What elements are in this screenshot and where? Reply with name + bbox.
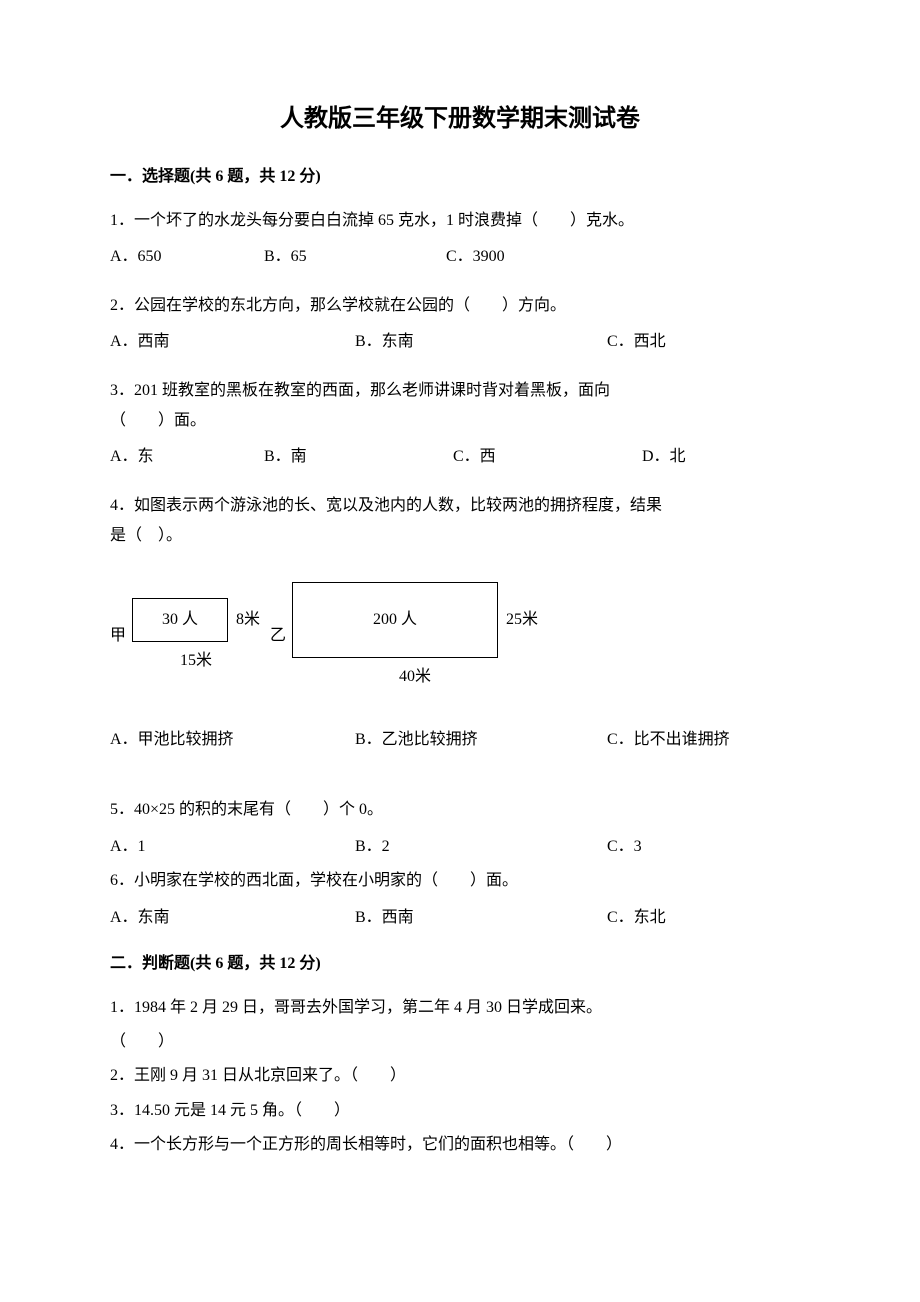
q6-option-b: B．西南 [355,903,607,933]
question-1: 1．一个坏了的水龙头每分要白白流掉 65 克水，1 时浪费掉（ ）克水。 A．6… [110,206,810,273]
q4-option-c: C．比不出谁拥挤 [607,725,730,755]
q2-option-b: B．东南 [355,327,607,357]
q5-text: 5．40×25 的积的末尾有（ ）个 0。 [110,795,810,825]
q3-option-a: A．东 [110,442,264,472]
judge-3: 3．14.50 元是 14 元 5 角。（ ） [110,1096,810,1126]
q3-text-line2: （ ）面。 [110,406,810,436]
q1-text: 1．一个坏了的水龙头每分要白白流掉 65 克水，1 时浪费掉（ ）克水。 [110,206,810,236]
q5-option-a: A．1 [110,832,355,862]
q6-option-c: C．东北 [607,903,666,933]
section1-heading: 一．选择题(共 6 题，共 12 分) [110,164,810,190]
pool-diagram: 甲 30 人 8米 15米 乙 200 人 25米 40米 [110,582,810,690]
pool-b: 乙 200 人 25米 40米 [270,582,538,690]
q4-option-b: B．乙池比较拥挤 [355,725,607,755]
q6-option-a: A．东南 [110,903,355,933]
q2-option-c: C．西北 [607,327,666,357]
pool-a-people: 30 人 [162,607,198,633]
q4-option-a: A．甲池比较拥挤 [110,725,355,755]
q4-text-line2: 是（ ）。 [110,521,810,551]
question-5: 5．40×25 的积的末尾有（ ）个 0。 A．1 B．2 C．3 [110,795,810,862]
q2-text: 2．公园在学校的东北方向，那么学校就在公园的（ ）方向。 [110,291,810,321]
q2-option-a: A．西南 [110,327,355,357]
pool-b-label: 乙 [270,623,286,649]
pool-a-side: 8米 [236,607,260,633]
pool-b-side: 25米 [506,607,538,633]
question-3: 3．201 班教室的黑板在教室的西面，那么老师讲课时背对着黑板，面向 （ ）面。… [110,376,810,473]
question-2: 2．公园在学校的东北方向，那么学校就在公园的（ ）方向。 A．西南 B．东南 C… [110,291,810,358]
q3-option-c: C．西 [453,442,642,472]
q5-option-c: C．3 [607,832,642,862]
q5-option-b: B．2 [355,832,607,862]
q6-text: 6．小明家在学校的西北面，学校在小明家的（ ）面。 [110,866,810,896]
q1-option-b: B．65 [264,242,446,272]
pool-a-label: 甲 [110,623,126,649]
judge-4: 4．一个长方形与一个正方形的周长相等时，它们的面积也相等。（ ） [110,1130,810,1160]
question-6: 6．小明家在学校的西北面，学校在小明家的（ ）面。 A．东南 B．西南 C．东北 [110,866,810,933]
q3-text-line1: 3．201 班教室的黑板在教室的西面，那么老师讲课时背对着黑板，面向 [110,376,810,406]
pool-a: 甲 30 人 8米 15米 [110,598,260,674]
question-4: 4．如图表示两个游泳池的长、宽以及池内的人数，比较两池的拥挤程度，结果 是（ ）… [110,491,810,552]
judge-1-line2: （ ） [110,1027,810,1057]
pool-a-box: 30 人 [132,598,228,642]
pool-b-box: 200 人 [292,582,498,658]
judge-2: 2．王刚 9 月 31 日从北京回来了。（ ） [110,1061,810,1091]
judge-1-line1: 1．1984 年 2 月 29 日，哥哥去外国学习，第二年 4 月 30 日学成… [110,993,810,1023]
q1-option-c: C．3900 [446,242,505,272]
pool-a-width: 15米 [180,648,212,674]
q3-option-b: B．南 [264,442,453,472]
q1-option-a: A．650 [110,242,264,272]
pool-b-people: 200 人 [373,607,417,633]
pool-b-width: 40米 [399,664,431,690]
question-4-options: A．甲池比较拥挤 B．乙池比较拥挤 C．比不出谁拥挤 [110,725,810,755]
q3-option-d: D．北 [642,442,686,472]
q4-text-line1: 4．如图表示两个游泳池的长、宽以及池内的人数，比较两池的拥挤程度，结果 [110,491,810,521]
section2-heading: 二．判断题(共 6 题，共 12 分) [110,951,810,977]
page-title: 人教版三年级下册数学期末测试卷 [110,100,810,138]
